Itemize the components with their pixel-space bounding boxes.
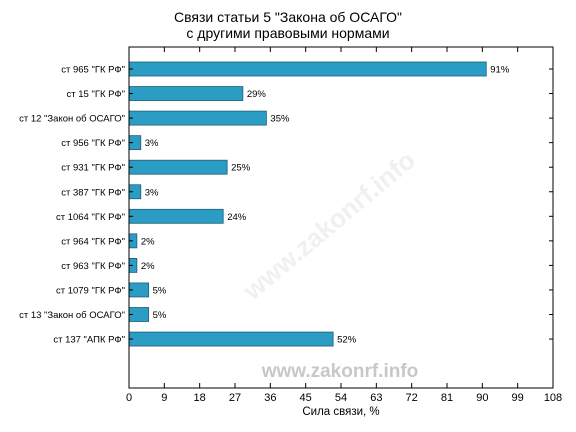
x-axis-label: Сила связи, % — [302, 406, 379, 418]
bar — [128, 86, 244, 101]
bar — [128, 159, 228, 175]
x-tick-label: 99 — [512, 392, 524, 404]
category-label: ст 965 "ГК РФ" — [61, 65, 125, 76]
category-label: ст 387 "ГК РФ" — [61, 187, 125, 198]
value-label: 91% — [490, 65, 510, 76]
x-tick-label: 63 — [370, 392, 382, 404]
x-tick-label: 81 — [441, 392, 453, 404]
value-label: 35% — [270, 114, 290, 125]
category-label: ст 956 "ГК РФ" — [61, 138, 125, 149]
x-tick-label: 36 — [264, 392, 276, 404]
watermark-diagonal: www.zakonrf.info — [237, 145, 421, 306]
x-tick-label: 18 — [194, 392, 206, 404]
value-label: 29% — [247, 89, 267, 100]
x-axis-ticks: 0 9 18 27 36 45 54 63 72 81 90 99 108 — [126, 47, 562, 404]
x-tick-label: 108 — [544, 392, 562, 404]
bar — [128, 110, 267, 126]
category-label: ст 15 "ГК РФ" — [67, 89, 125, 100]
category-label: ст 137 "АПК РФ" — [53, 335, 125, 346]
x-tick-label: 54 — [335, 392, 347, 404]
category-label: ст 963 "ГК РФ" — [61, 261, 125, 272]
value-label: 2% — [141, 261, 155, 272]
labels-group: ст 965 "ГК РФ" 91% ст 15 "ГК РФ" 29% ст 12 "… — [19, 65, 553, 346]
x-tick-label: 45 — [300, 392, 312, 404]
chart-title: Связи статьи 5 "Закона об ОСАГО" с други… — [0, 9, 576, 41]
x-tick-label: 27 — [229, 392, 241, 404]
value-label: 5% — [153, 285, 167, 296]
value-label: 3% — [145, 138, 159, 149]
value-label: 3% — [145, 187, 159, 198]
bar — [128, 208, 224, 224]
value-label: 2% — [141, 236, 155, 247]
watermark: www.zakonrf.info — [261, 361, 419, 382]
x-tick-label: 0 — [126, 392, 132, 404]
value-label: 52% — [337, 335, 357, 346]
bar — [128, 331, 334, 347]
category-label: ст 12 "Закон об ОСАГО" — [19, 114, 125, 125]
chart-title-line-2: с другими правовыми нормами — [186, 25, 390, 41]
category-label: ст 13 "Закон об ОСАГО" — [19, 310, 125, 321]
chart-title-line-1: Связи статьи 5 "Закона об ОСАГО" — [174, 9, 402, 25]
category-label: ст 931 "ГК РФ" — [61, 163, 125, 174]
bars-group — [128, 61, 487, 347]
category-label: ст 964 "ГК РФ" — [61, 236, 125, 247]
category-label: ст 1079 "ГК РФ" — [56, 285, 125, 296]
x-tick-label: 90 — [476, 392, 488, 404]
value-label: 24% — [227, 212, 247, 223]
category-label: ст 1064 "ГК РФ" — [56, 212, 125, 223]
bar — [128, 61, 487, 77]
value-label: 25% — [231, 163, 251, 174]
x-tick-label: 72 — [406, 392, 418, 404]
value-label: 5% — [153, 310, 167, 321]
x-tick-label: 9 — [161, 392, 167, 404]
